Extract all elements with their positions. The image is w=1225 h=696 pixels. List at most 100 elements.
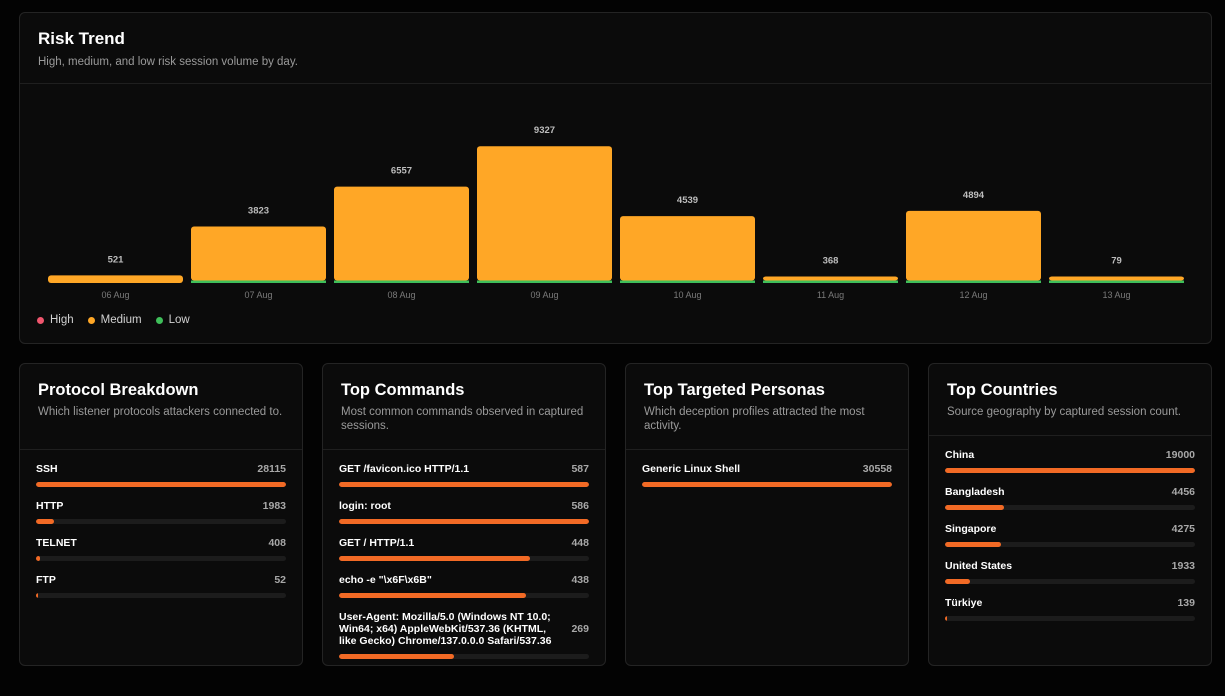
legend-item-high: High — [37, 314, 74, 326]
top-commands-card: Top Commands Most common commands observ… — [322, 363, 606, 666]
row-header: Bangladesh 4456 — [945, 486, 1195, 498]
command-row: User-Agent: Mozilla/5.0 (Windows NT 10.0… — [339, 611, 589, 659]
legend-label: Low — [168, 314, 190, 326]
progress-track — [945, 542, 1195, 547]
bar-medium-7[interactable] — [1049, 276, 1184, 281]
bar-low-6[interactable] — [906, 280, 1041, 284]
bar-medium-1[interactable] — [191, 226, 326, 281]
bar-low-2[interactable] — [334, 280, 469, 284]
progress-fill — [945, 505, 1004, 510]
progress-fill — [339, 556, 530, 561]
row-header: GET /favicon.ico HTTP/1.1 587 — [339, 463, 589, 475]
bar-low-7[interactable] — [1049, 280, 1184, 284]
row-header: China 19000 — [945, 449, 1195, 461]
row-label: SSH — [36, 463, 58, 475]
row-label: Bangladesh — [945, 486, 1005, 498]
bar-medium-5[interactable] — [763, 276, 898, 281]
x-tick-label: 11 Aug — [817, 290, 844, 300]
progress-fill — [339, 654, 454, 659]
row-header: United States 1933 — [945, 560, 1195, 572]
legend-label: High — [50, 314, 74, 326]
row-header: echo -e "\x6F\x6B" 438 — [339, 574, 589, 586]
top-personas-subtitle: Which deception profiles attracted the m… — [644, 406, 865, 432]
row-header: HTTP 1983 — [36, 500, 286, 512]
row-label: echo -e "\x6F\x6B" — [339, 574, 432, 586]
progress-fill — [945, 616, 947, 621]
risk-trend-header: Risk Trend High, medium, and low risk se… — [20, 13, 1211, 84]
legend-dot — [87, 316, 95, 324]
row-value: 408 — [268, 537, 286, 549]
bar-total-label: 368 — [823, 256, 839, 267]
country-row: Bangladesh 4456 — [945, 486, 1195, 510]
country-row: Singapore 4275 — [945, 523, 1195, 547]
row-value: 438 — [571, 574, 589, 586]
protocol-breakdown-subtitle: Which listener protocols attackers conne… — [38, 406, 283, 418]
row-label: GET / HTTP/1.1 — [339, 537, 415, 549]
country-list: China 19000 Bangladesh 4456 Singapore 4275 Uni… — [929, 436, 1211, 621]
progress-track — [36, 556, 286, 561]
top-personas-header: Top Targeted Personas Which deception pr… — [626, 364, 908, 450]
top-personas-card: Top Targeted Personas Which deception pr… — [625, 363, 909, 666]
progress-track — [36, 482, 286, 487]
bar-medium-6[interactable] — [906, 210, 1041, 281]
row-value: 269 — [571, 623, 589, 635]
row-value: 587 — [571, 463, 589, 475]
bar-low-4[interactable] — [620, 280, 755, 284]
progress-fill — [945, 579, 971, 584]
country-row: China 19000 — [945, 449, 1195, 473]
progress-fill — [36, 482, 286, 487]
progress-track — [339, 593, 589, 598]
command-row: GET /favicon.ico HTTP/1.1 587 — [339, 463, 589, 487]
protocol-row: FTP 52 — [36, 574, 286, 598]
x-tick-label: 12 Aug — [959, 290, 987, 300]
bar-total-label: 3823 — [248, 206, 269, 217]
row-label: United States — [945, 560, 1013, 572]
row-value: 4275 — [1171, 523, 1195, 535]
top-personas-title: Top Targeted Personas — [644, 381, 825, 399]
progress-fill — [36, 556, 40, 561]
progress-track — [339, 482, 589, 487]
top-commands-subtitle: Most common commands observed in capture… — [341, 406, 584, 432]
row-label: Singapore — [945, 523, 997, 535]
row-label: HTTP — [36, 500, 64, 512]
progress-track — [945, 579, 1195, 584]
bar-low-1[interactable] — [191, 280, 326, 284]
bar-total-label: 4539 — [677, 195, 698, 206]
row-label: Generic Linux Shell — [642, 463, 741, 475]
risk-trend-card: Risk Trend High, medium, and low risk se… — [19, 12, 1212, 344]
protocol-breakdown-card: Protocol Breakdown Which listener protoc… — [19, 363, 303, 666]
x-tick-label: 06 Aug — [101, 290, 129, 300]
legend-label: Medium — [100, 314, 142, 326]
row-label: User-Agent: Mozilla/5.0 (Windows NT 10.0… — [339, 611, 552, 647]
bar-medium-2[interactable] — [334, 186, 469, 281]
progress-track — [945, 505, 1195, 510]
bar-medium-0[interactable] — [48, 275, 183, 283]
country-row: United States 1933 — [945, 560, 1195, 584]
bar-total-label: 4894 — [963, 190, 985, 201]
bar-total-label: 9327 — [534, 125, 555, 136]
risk-trend-legend: High Medium Low — [37, 314, 190, 326]
row-header: GET / HTTP/1.1 448 — [339, 537, 589, 549]
progress-fill — [945, 468, 1195, 473]
bar-low-3[interactable] — [477, 280, 612, 284]
legend-dot — [155, 316, 163, 324]
row-value: 139 — [1177, 597, 1195, 609]
bar-low-5[interactable] — [763, 280, 898, 284]
x-tick-label: 08 Aug — [387, 290, 415, 300]
row-value: 4456 — [1171, 486, 1195, 498]
top-commands-title: Top Commands — [341, 381, 465, 399]
row-value: 19000 — [1165, 449, 1195, 461]
risk-trend-title: Risk Trend — [38, 29, 125, 48]
progress-fill — [339, 593, 526, 598]
progress-fill — [36, 593, 38, 598]
row-header: Generic Linux Shell 30558 — [642, 463, 892, 475]
command-row: login: root 586 — [339, 500, 589, 524]
row-header: Türkiye 139 — [945, 597, 1195, 609]
progress-track — [36, 519, 286, 524]
legend-dot — [37, 316, 44, 324]
top-countries-title: Top Countries — [947, 381, 1058, 399]
bar-medium-3[interactable] — [477, 146, 612, 281]
progress-fill — [339, 482, 589, 487]
bar-medium-4[interactable] — [620, 216, 755, 281]
command-list: GET /favicon.ico HTTP/1.1 587 login: root 5… — [323, 450, 605, 659]
